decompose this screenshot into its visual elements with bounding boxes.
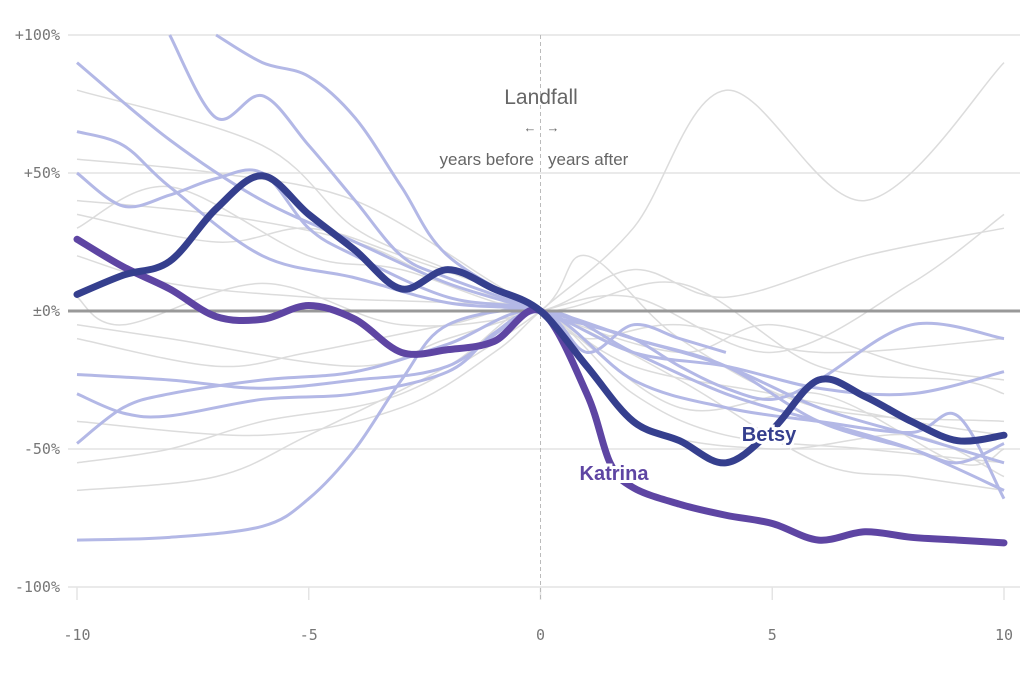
katrina-line [73, 235, 1008, 547]
secondary-series-line [76, 308, 727, 542]
landfall-title: Landfall [504, 86, 578, 109]
secondary-series-line [76, 61, 541, 313]
secondary-series-line [215, 33, 1005, 401]
secondary-series-line [76, 168, 1005, 397]
katrina-label: Katrina [580, 463, 650, 485]
y-tick-label: +50% [24, 164, 60, 182]
x-tick-label: -10 [63, 626, 90, 644]
x-tick-label: 5 [768, 626, 777, 644]
y-tick-label: ±0% [33, 302, 60, 320]
highlighted-series [73, 172, 1008, 547]
x-tick-label: 0 [536, 626, 545, 644]
y-tick-label: -100% [15, 578, 60, 596]
background-series-line [76, 62, 1005, 437]
years-after-label: years after [548, 150, 629, 169]
y-tick-label: +100% [15, 26, 60, 44]
x-tick-label: -5 [300, 626, 318, 644]
right-arrow: → [547, 120, 560, 135]
y-tick-label: -50% [24, 440, 60, 458]
left-arrow: ← [524, 120, 537, 135]
betsy-line [73, 172, 1008, 467]
axis-ticks: +100% +50% ±0% -50% -100% -10 -5 0 5 10 [15, 26, 1013, 644]
grid [68, 34, 1020, 600]
betsy-label: Betsy [742, 424, 797, 446]
years-before-label: years before [440, 150, 535, 169]
x-tick-label: 10 [995, 626, 1013, 644]
secondary-series-line [168, 34, 542, 313]
secondary-series-line [76, 130, 1005, 465]
